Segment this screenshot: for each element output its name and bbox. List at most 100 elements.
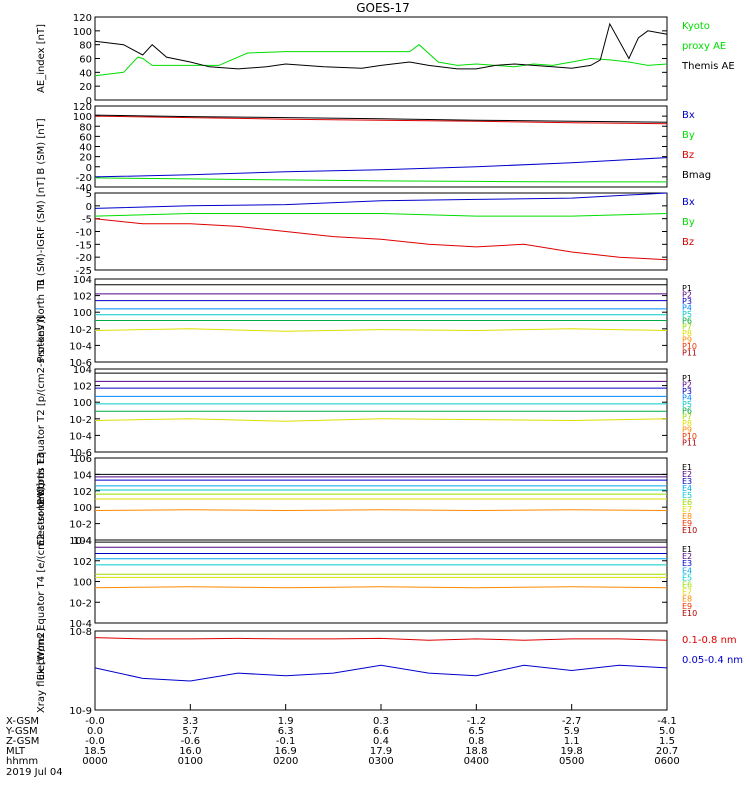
series-line [94, 157, 668, 178]
panel-frame [94, 16, 668, 101]
x-tick-label: 0200 [273, 756, 298, 767]
x-tick-label: -0.0 [85, 736, 105, 747]
series-line [94, 192, 668, 209]
x-row-label: hhmm [6, 756, 38, 767]
legend-entry: By [682, 130, 695, 141]
series-line [94, 509, 668, 512]
legend-entry: P10 [682, 432, 697, 441]
y-tick-label: 102 [73, 292, 92, 303]
y-tick-label: 80 [79, 122, 92, 133]
x-tick-label: 1.9 [278, 716, 294, 727]
legend-entry: P6 [682, 406, 692, 415]
legend-entry: E1 [682, 545, 692, 554]
series-line [94, 418, 668, 422]
y-tick-label: 100 [73, 112, 92, 123]
y-tick-label: 120 [73, 102, 92, 113]
legend-entry: P2 [682, 380, 692, 389]
y-tick-label: 100 [73, 27, 92, 38]
y-axis-label: B (SM) [nT] [36, 118, 47, 174]
y-tick-label: 10-4 [69, 341, 92, 352]
y-tick-label: -10 [76, 228, 92, 239]
series-line [94, 328, 668, 332]
legend-entry: Bmag [682, 170, 711, 181]
series-line [94, 213, 668, 217]
x-tick-label: 0100 [178, 756, 203, 767]
x-tick-label: -0.6 [181, 736, 201, 747]
y-tick-label: 10-2 [69, 415, 92, 426]
y-tick-label: -40 [76, 183, 92, 194]
chart-title: GOES-17 [356, 1, 410, 15]
y-tick-label: -20 [76, 253, 92, 264]
x-tick-label: -2.7 [562, 716, 582, 727]
y-tick-label: 100 [73, 308, 92, 319]
y-tick-label: 10-8 [69, 627, 92, 638]
y-tick-label: 10-2 [69, 598, 92, 609]
y-tick-label: 10-4 [69, 431, 92, 442]
legend-entry: P4 [682, 393, 692, 402]
x-tick-label: 0.4 [373, 736, 389, 747]
series-line [94, 664, 668, 682]
y-axis-label: Electrons Equator T4 [e/(cm2-s-sr-keV)] [36, 483, 47, 680]
y-tick-label: 5 [86, 189, 92, 200]
x-tick-label: 0.0 [87, 726, 103, 737]
legend-entry: P3 [682, 387, 692, 396]
y-axis-label: Protons Equator T2 [p/(cm2-s-sr-keV)] [36, 316, 47, 505]
legend-entry: P9 [682, 336, 692, 345]
y-tick-label: 102 [73, 557, 92, 568]
y-tick-label: 100 [73, 503, 92, 514]
date-label: 2019 Jul 04 [6, 767, 63, 778]
panel-frame [94, 630, 668, 711]
legend-entry: E2 [682, 552, 692, 561]
legend-entry: E6 [682, 581, 692, 590]
y-tick-label: 10-4 [69, 536, 92, 547]
x-axis-group: X-GSMY-GSMZ-GSMMLThhmm-0.00.0-0.018.5000… [5, 704, 680, 767]
panel-5: 10-6 10-4 10-2 100 102 104 Protons Equator T2 … [36, 316, 697, 505]
y-tick-label: 20 [79, 153, 92, 164]
x-tick-label: 0300 [368, 756, 393, 767]
legend-entry: E6 [682, 498, 692, 507]
x-tick-label: 17.9 [370, 746, 392, 757]
series-line [94, 115, 668, 125]
legend-entry: E3 [682, 559, 692, 568]
x-tick-label: 1.1 [564, 736, 580, 747]
y-tick-label: 10-4 [69, 619, 92, 630]
legend-entry: E5 [682, 573, 692, 582]
series-line [94, 637, 668, 641]
y-tick-label: 106 [73, 454, 92, 465]
legend-entry: E9 [682, 519, 692, 528]
legend-entry: P11 [682, 349, 697, 358]
legend-entry: Themis AE [681, 61, 735, 72]
y-tick-label: 0 [86, 202, 92, 213]
x-tick-label: -4.1 [657, 716, 677, 727]
y-tick-label: 20 [79, 82, 92, 93]
y-tick-label: 10-2 [69, 520, 92, 531]
x-tick-label: 3.3 [182, 716, 198, 727]
legend-entry: E3 [682, 477, 692, 486]
legend-entry: 0.1-0.8 nm [682, 635, 737, 646]
y-tick-label: 102 [73, 382, 92, 393]
y-axis-label: Xray flux [W/m2] [36, 628, 47, 713]
legend-entry: P7 [682, 413, 692, 422]
legend-entry: E2 [682, 470, 692, 479]
legend-entry: Bx [682, 197, 695, 208]
legend-entry: proxy AE [682, 41, 726, 52]
legend-entry: Kyoto [682, 21, 710, 32]
x-tick-label: -1.2 [467, 716, 487, 727]
y-tick-label: 102 [73, 487, 92, 498]
panel-6: 10-4 10-2 100 102 104 106 Electrons North T3 E1… [36, 452, 697, 547]
legend-entry: P8 [682, 419, 692, 428]
x-tick-label: 0400 [464, 756, 489, 767]
y-tick-label: -25 [76, 266, 92, 277]
y-tick-label: 10-2 [69, 325, 92, 336]
x-tick-label: 0000 [82, 756, 107, 767]
series-line [94, 114, 668, 123]
x-tick-label: 6.6 [373, 726, 389, 737]
x-tick-label: 20.7 [656, 746, 678, 757]
x-tick-label: -0.1 [276, 736, 296, 747]
x-row-label: MLT [6, 746, 26, 757]
x-tick-label: 5.7 [182, 726, 198, 737]
legend-entry: P6 [682, 316, 692, 325]
x-tick-label: 5.0 [659, 726, 675, 737]
legend-entry: P10 [682, 342, 697, 351]
